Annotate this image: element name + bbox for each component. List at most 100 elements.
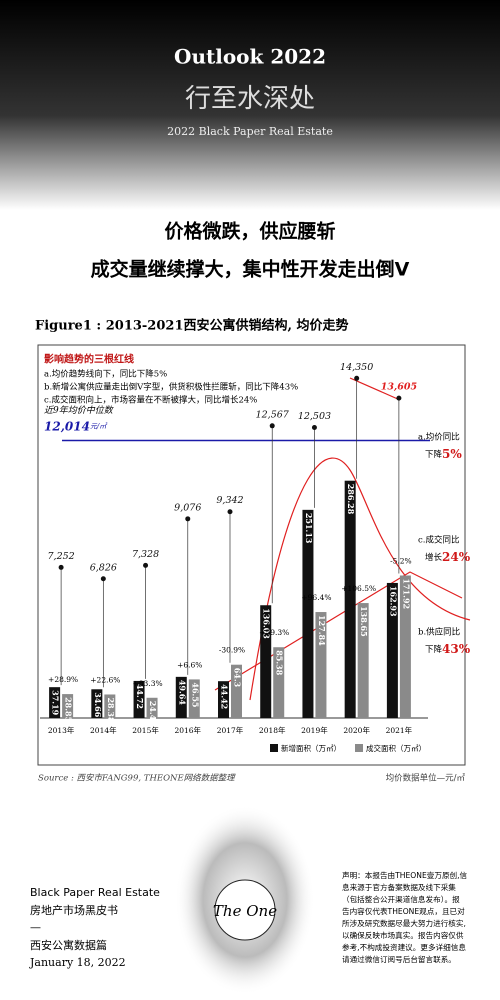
- price-label: 13,605: [381, 382, 418, 393]
- price-label: 9,076: [174, 502, 201, 513]
- bar-value: 64.3: [233, 668, 243, 688]
- callout: 下降5%: [425, 447, 462, 461]
- category-label: 2016年: [174, 725, 201, 735]
- bar: [49, 687, 61, 718]
- bar: [91, 689, 103, 718]
- category-label: 2021年: [386, 725, 413, 735]
- bar: [357, 603, 369, 718]
- bar: [386, 582, 398, 718]
- bar: [231, 664, 242, 718]
- bar: [188, 679, 200, 718]
- disclaimer: （包括整合公开渠道信息发布）。报: [342, 894, 460, 904]
- price-arrow: [349, 377, 401, 401]
- median-unit: 元/㎡: [90, 422, 108, 431]
- price-label: 14,350: [340, 362, 373, 373]
- logo-ring: [214, 879, 276, 941]
- bar-value: 136.03: [262, 608, 272, 639]
- category-label: 2018年: [259, 725, 286, 735]
- bar-value: 138.65: [359, 606, 369, 637]
- callout: 下降43%: [425, 642, 471, 656]
- bar-value: 44.72: [135, 684, 145, 709]
- note: c.成交面积向上，市场容量在不断被撑大，同比增长24%: [44, 395, 257, 406]
- figure-label: Figure1 : 2013-2021西安公寓供销结构, 均价走势: [35, 318, 349, 334]
- legend-label: 新增面积（万㎡）: [281, 743, 341, 753]
- disclaimer: 息来源于官方备案数据及线下采集: [342, 882, 456, 892]
- category-label: 2015年: [132, 725, 159, 735]
- disclaimer: 声明：本报告由THEONE壹万原创,信: [342, 870, 468, 880]
- category-label: 2013年: [48, 725, 75, 735]
- note: a.均价趋势线向下，同比下降5%: [44, 369, 167, 380]
- price-point: [58, 564, 64, 570]
- edition: 西安公寓数据篇: [30, 938, 107, 952]
- change-label: -30.9%: [219, 646, 245, 655]
- category-label: 2020年: [343, 725, 370, 735]
- bar: [273, 647, 285, 718]
- bar: [399, 575, 411, 718]
- price-point: [100, 576, 106, 582]
- unit-note: 均价数据单位—元/㎡: [386, 773, 466, 784]
- change-label: +6.6%: [177, 660, 202, 669]
- bar-value: 251.13: [304, 513, 314, 544]
- headline: 价格微跌，供应腰斩: [164, 220, 335, 243]
- bar-value: 24.4: [148, 701, 158, 721]
- header-bg: [0, 0, 500, 210]
- change-label: +83.3%: [132, 679, 162, 688]
- disclaimer: 告内容仅代表THEONE观点，且已对: [342, 906, 465, 916]
- category-label: 2014年: [90, 725, 117, 735]
- bar: [218, 681, 229, 718]
- disclaimer: 所涉及研究数据尽最大努力进行核实,: [342, 918, 466, 928]
- change-label: +96.4%: [301, 593, 331, 602]
- price-point: [143, 562, 149, 568]
- callout-highlight: 43%: [442, 642, 471, 656]
- price-point: [227, 509, 233, 515]
- legend-swatch: [355, 744, 363, 752]
- date: January 18, 2022: [29, 956, 126, 969]
- bar: [175, 676, 187, 718]
- price-label: 9,342: [216, 495, 243, 506]
- brand-cn: 房地产市场黑皮书: [30, 903, 118, 917]
- median-number: 12,014: [44, 419, 90, 433]
- bar-value: 127.84: [317, 615, 327, 646]
- disclaimer: 请通过微信订阅号后台留言联系。: [342, 954, 456, 964]
- median-value: 12,014元/㎡: [44, 419, 108, 433]
- bar-value: 28.85: [64, 697, 74, 722]
- bar-value: 286.28: [346, 484, 356, 515]
- price-label: 6,826: [90, 562, 117, 573]
- headline: 成交量继续撑大，集中性开发走出倒V: [91, 258, 410, 281]
- bar-value: 28.38: [106, 697, 116, 722]
- callout-text: 下降: [425, 644, 443, 655]
- price-point: [354, 375, 360, 381]
- bar-value: 162.93: [388, 586, 398, 617]
- bar-value: 49.64: [177, 680, 187, 705]
- notes-title: 影响趋势的三根红线: [44, 353, 134, 366]
- change-label: +106.5%: [341, 584, 376, 593]
- tagline: 2022 Black Paper Real Estate: [167, 125, 333, 138]
- bar-value: 85.38: [275, 650, 285, 675]
- bar: [146, 697, 158, 718]
- callout: a.均价同比: [418, 432, 460, 443]
- price-point: [396, 395, 402, 401]
- subtitle: 行至水深处: [185, 84, 315, 114]
- callout: 增长24%: [425, 550, 471, 564]
- bar: [344, 480, 356, 718]
- category-label: 2019年: [301, 725, 328, 735]
- logo: The One: [213, 902, 277, 920]
- price-label: 7,252: [48, 551, 75, 562]
- disclaimer: 以确保反映市场真实。报告内容仅供: [342, 930, 464, 940]
- median-label: 近9年均价中位数: [44, 405, 114, 416]
- bar: [260, 605, 272, 718]
- bar-value: 46.55: [190, 682, 200, 707]
- change-label: -5.2%: [390, 556, 412, 565]
- note: b.新增公寓供应量走出倒V字型，供货积极性拦腰斩，同比下降43%: [44, 382, 298, 393]
- bar: [133, 680, 145, 718]
- price-point: [311, 425, 317, 431]
- change-label: +22.6%: [90, 675, 120, 684]
- bar: [62, 694, 74, 718]
- bar: [104, 694, 116, 718]
- bar-value: 171.92: [401, 578, 411, 609]
- title: Outlook 2022: [174, 45, 326, 69]
- callout-text: 下降: [425, 449, 443, 460]
- bar: [302, 509, 314, 718]
